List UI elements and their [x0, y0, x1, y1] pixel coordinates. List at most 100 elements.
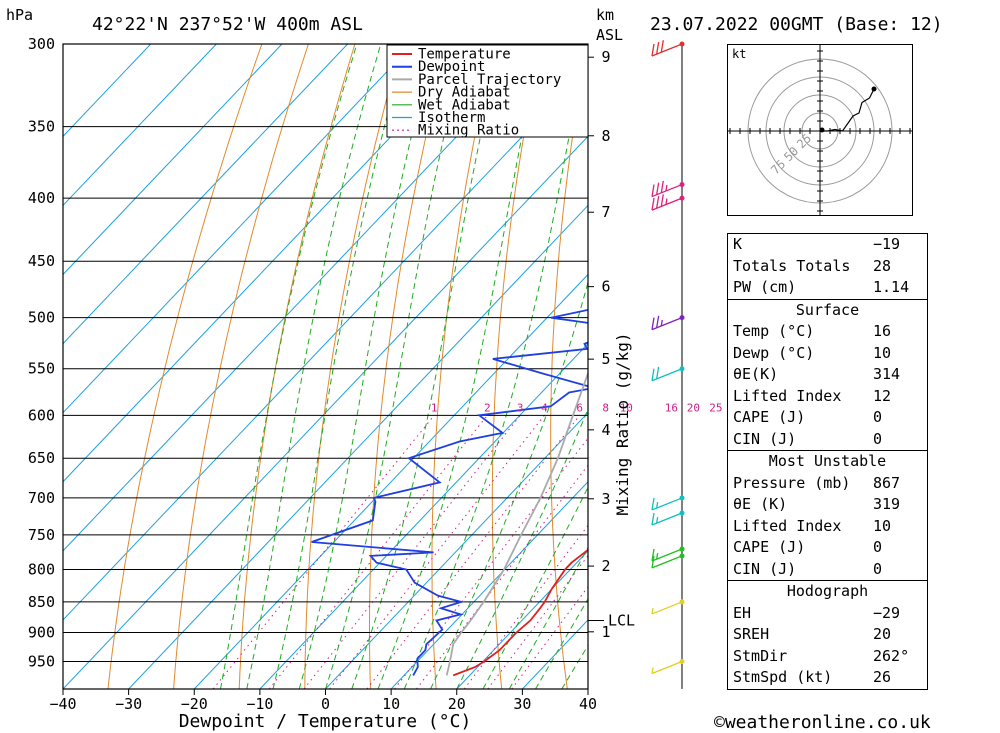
x-axis-title: Dewpoint / Temperature (°C)	[179, 711, 472, 732]
wind-barb-flag	[651, 548, 655, 562]
km-tick-label: 4	[601, 421, 610, 439]
wind-barb-flag	[651, 368, 655, 381]
wind-barb-shaft	[651, 548, 683, 562]
wind-barb-shaft	[651, 497, 683, 511]
wind-barb-half-flag	[665, 198, 668, 205]
hodograph-ring-label: 50	[781, 144, 801, 164]
index-row: CAPE (J) 0	[728, 407, 927, 429]
x-tick-label: 10	[382, 695, 400, 713]
legend-entry: Parcel Trajectory	[418, 72, 561, 88]
wind-barb-shaft	[651, 512, 683, 526]
index-label: PW (cm)	[733, 278, 797, 296]
index-value: −19	[873, 235, 901, 253]
wind-barb	[651, 194, 685, 211]
index-label: StmDir	[733, 646, 788, 665]
km-tick-label: 6	[601, 278, 610, 296]
index-label: Pressure (mb)	[733, 473, 851, 492]
pressure-tick-label: 600	[28, 406, 55, 424]
wind-barb-flag	[656, 42, 660, 55]
index-value: 26	[873, 668, 892, 686]
x-tick-label: 40	[579, 695, 597, 713]
wind-barb-half-flag	[660, 319, 663, 327]
index-row: EH −29	[728, 603, 927, 625]
pressure-tick-label: 950	[28, 653, 55, 671]
index-row: Lifted Index 10	[728, 516, 927, 538]
wet-adiabat-line	[220, 44, 358, 689]
isotherm-line	[128, 204, 588, 689]
pressure-tick-label: 400	[28, 189, 55, 207]
isotherm-line	[63, 44, 348, 345]
wet-adiabat-line	[482, 486, 588, 689]
location-title: 42°22'N 237°52'W 400m ASL	[92, 14, 363, 35]
pressure-tick-label: 300	[28, 35, 55, 53]
legend-entry: Isotherm	[418, 110, 485, 126]
hodograph-ring-label: 25	[794, 131, 814, 151]
isotherm-line	[259, 342, 588, 689]
general-indices: K −19 Totals Totals 28 PW (cm) 1.14	[728, 234, 927, 299]
index-label: StmSpd (kt)	[733, 668, 833, 686]
index-value: 867	[873, 473, 901, 492]
wet-adiabat-line	[456, 407, 588, 689]
wind-barb-flag	[651, 317, 655, 330]
index-value: 262°	[873, 646, 910, 665]
km-tick-label: 8	[601, 127, 610, 145]
index-row: PW (cm) 1.14	[728, 277, 927, 299]
pressure-tick-label: 500	[28, 309, 55, 327]
pressure-tick-label: 350	[28, 118, 55, 136]
wind-barb	[651, 510, 685, 526]
index-row: StmDir 262°	[728, 646, 927, 668]
run-datetime: 23.07.2022 00GMT (Base: 12)	[650, 14, 943, 35]
surface-indices: Temp (°C) 16 Dewp (°C) 10 θE(K) 314 Lifted Ind…	[728, 321, 927, 450]
index-value: 1.14	[873, 278, 910, 296]
hodograph-end-marker	[871, 86, 877, 92]
wind-barb-shaft	[651, 317, 683, 331]
index-row: K −19	[728, 234, 927, 256]
wind-barb-flag	[660, 40, 664, 53]
mixing-ratio-line	[487, 554, 588, 689]
index-label: Temp (°C)	[733, 322, 815, 340]
index-row: Dewp (°C) 10	[728, 343, 927, 365]
index-value: 314	[873, 365, 901, 383]
index-label: CIN (J)	[733, 559, 797, 578]
pressure-tick-label: 800	[28, 560, 55, 578]
index-row: Pressure (mb) 867	[728, 473, 927, 495]
legend-entry: Temperature	[418, 47, 511, 63]
wind-barb-flag	[651, 512, 655, 526]
wind-barb-flag	[656, 182, 660, 195]
isotherm-line	[63, 44, 152, 138]
isotherm-line	[63, 44, 283, 276]
dewpoint-line	[311, 308, 588, 676]
isotherm-line	[325, 411, 588, 689]
plot-frame	[62, 43, 589, 690]
indices-panel: K −19 Totals Totals 28 PW (cm) 1.14 Surface T…	[727, 233, 928, 690]
dry-adiabat-line	[304, 44, 402, 689]
pressure-tick-label: 650	[28, 449, 55, 467]
legend-entry: Dewpoint	[418, 59, 485, 75]
x-tick-label: −10	[246, 695, 273, 713]
mixing-ratio-label: 1	[431, 401, 438, 414]
most-unstable-title: Most Unstable	[768, 452, 887, 470]
mixing-ratio-axis-title: Mixing Ratio (g/kg)	[613, 332, 632, 515]
wind-barb-flag	[651, 184, 655, 197]
wind-barb-flag	[656, 196, 660, 209]
index-label: Lifted Index	[733, 516, 842, 535]
dry-adiabat-line	[959, 26, 1000, 689]
wind-barb	[651, 180, 685, 198]
isotherm-line	[390, 481, 588, 689]
wind-barb-half-flag	[656, 553, 659, 560]
hodograph-indices: EH −29 SREH 20 StmDir 262° StmSpd (kt) 26	[728, 603, 927, 689]
hodograph-start-marker	[819, 127, 825, 133]
wet-adiabat-line	[246, 44, 382, 689]
index-value: 0	[873, 559, 883, 578]
index-value: 0	[873, 538, 883, 556]
index-label: Totals Totals	[733, 256, 851, 275]
x-tick-label: −40	[49, 695, 76, 713]
mixing-ratio-label: 6	[576, 401, 583, 414]
wind-barb-half-flag	[665, 184, 668, 192]
index-label: θE(K)	[733, 365, 779, 383]
mixing-ratio-label: 8	[602, 401, 609, 414]
index-row: θE (K) 319	[728, 494, 927, 516]
dry-adiabat-line	[369, 44, 449, 689]
km-tick-label: 1	[601, 623, 610, 641]
isotherm-line	[63, 44, 545, 552]
